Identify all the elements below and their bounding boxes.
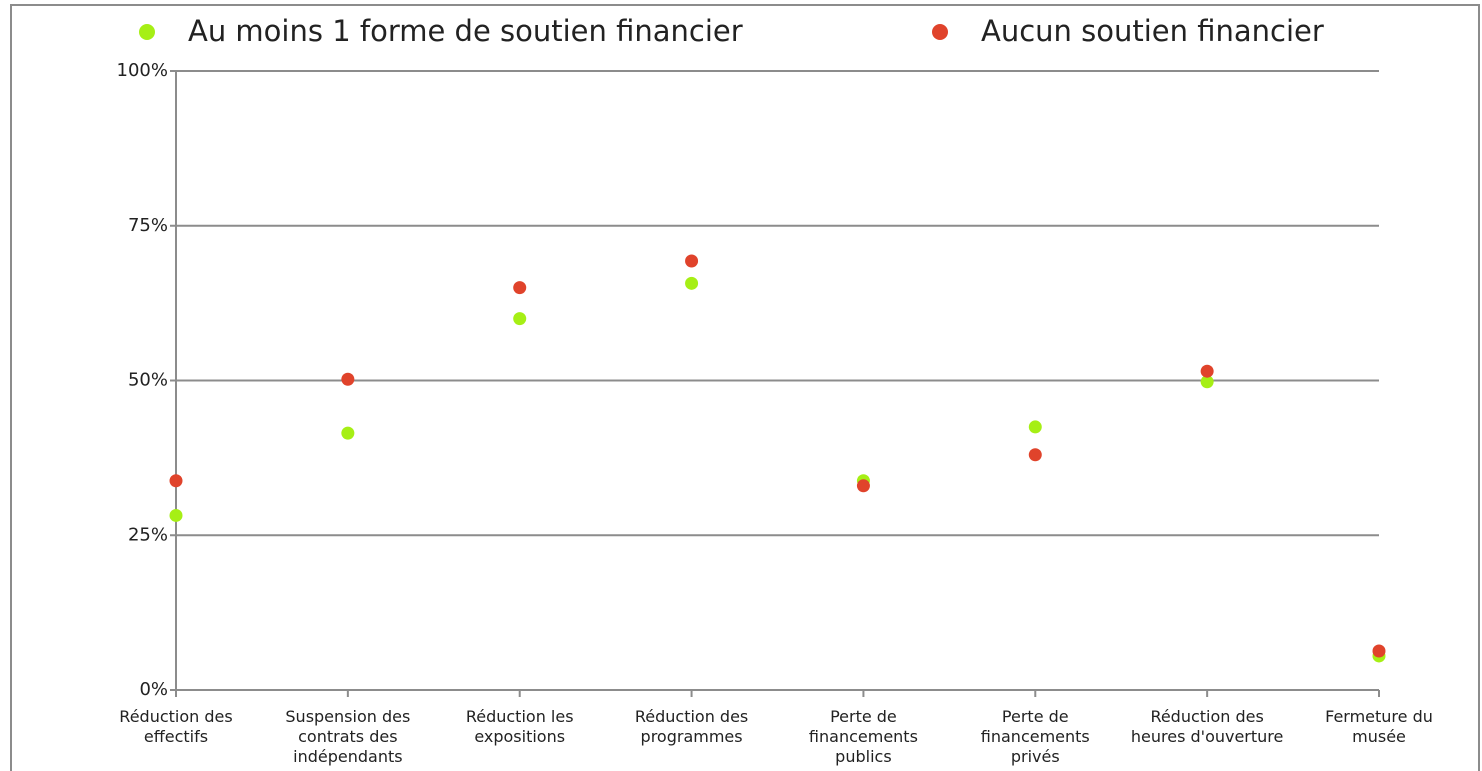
x-tick-label: Perte de financements privés xyxy=(980,707,1090,766)
dot xyxy=(685,254,699,268)
legend-label: Aucun soutien financier xyxy=(981,14,1324,48)
y-tick-label: 0% xyxy=(139,679,168,700)
legend-marker xyxy=(139,24,155,40)
y-tick-label: 25% xyxy=(128,524,168,545)
dot xyxy=(1028,420,1042,434)
dot xyxy=(169,508,183,522)
legend-label: Au moins 1 forme de soutien financier xyxy=(188,14,743,48)
dot xyxy=(341,372,355,386)
dot xyxy=(1200,375,1214,389)
dot xyxy=(513,312,527,326)
dot xyxy=(341,426,355,440)
x-tick-label: Réduction des heures d'ouverture xyxy=(1130,707,1284,746)
x-tick-label: Réduction des programmes xyxy=(634,707,749,746)
x-tick-label: Suspension des contrats des indépendants xyxy=(285,707,411,766)
dot xyxy=(856,479,870,493)
dot xyxy=(1372,644,1386,658)
y-tick-label: 50% xyxy=(128,370,168,391)
dot xyxy=(685,276,699,290)
dot xyxy=(169,474,183,488)
frame xyxy=(10,4,1480,771)
y-tick-label: 100% xyxy=(117,60,168,81)
x-tick-label: Perte de financements publics xyxy=(808,707,918,766)
dot xyxy=(1028,448,1042,462)
dot xyxy=(513,281,527,295)
x-tick-label: Réduction les expositions xyxy=(465,707,574,746)
x-tick-label: Fermeture du musée xyxy=(1325,707,1433,746)
y-tick-label: 75% xyxy=(128,215,168,236)
dot xyxy=(1200,364,1214,378)
legend-marker xyxy=(932,24,948,40)
x-tick-label: Réduction des effectifs xyxy=(119,707,233,746)
